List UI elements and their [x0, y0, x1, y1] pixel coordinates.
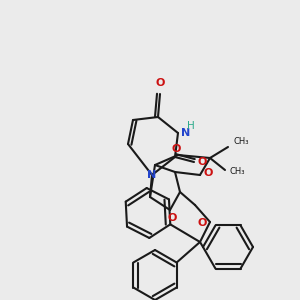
Text: CH₃: CH₃ — [230, 167, 245, 176]
Text: N: N — [147, 170, 157, 180]
Text: O: O — [167, 213, 177, 223]
Text: O: O — [155, 78, 165, 88]
Text: H: H — [187, 121, 195, 131]
Text: O: O — [197, 218, 207, 228]
Text: N: N — [181, 128, 190, 138]
Text: O: O — [171, 144, 181, 154]
Text: O: O — [203, 168, 213, 178]
Text: O: O — [197, 157, 207, 167]
Text: CH₃: CH₃ — [233, 136, 248, 146]
